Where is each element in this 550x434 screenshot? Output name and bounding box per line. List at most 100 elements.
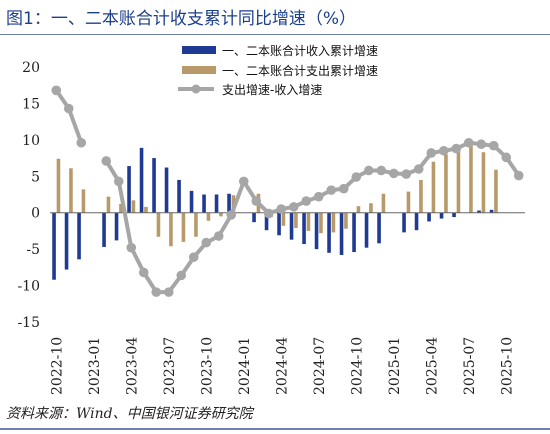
expense-bar [169,212,173,247]
diff-point [151,287,162,297]
x-tick-label: 2023-10 [199,337,215,395]
diff-point [63,103,74,114]
expense-bar [469,144,473,213]
bar-series [52,144,498,280]
income-bar [227,193,231,213]
diff-point [301,196,312,206]
diff-point [201,237,212,248]
expense-bar [119,203,123,213]
source-note: 资料来源：Wind、中国银河证券研究院 [6,406,253,422]
income-bar [302,212,306,245]
y-tick-label: 0 [31,206,40,222]
diff-point [76,137,87,148]
diff-point [476,139,487,150]
income-bar [364,212,369,248]
diff-point [401,169,412,179]
expense-bar [331,212,336,233]
income-bar [327,212,331,253]
diff-point [113,176,124,187]
y-axis: -15 -10 -5 0 5 10 15 20 [17,60,40,331]
diff-point [388,168,399,179]
expense-bar [344,212,348,229]
legend-swatch-income [182,46,216,54]
expense-bar [219,212,223,217]
x-tick-label: 2024-07 [312,337,328,395]
expense-bar [456,144,461,213]
income-bar [314,212,319,250]
y-tick-label: -10 [17,279,40,295]
income-bar [139,147,144,213]
diff-point [451,143,462,154]
diff-point [326,185,337,195]
x-tick-label: 2024-04 [274,337,290,395]
diff-point [163,287,174,297]
expense-bar [56,158,61,213]
y-tick-label: 10 [22,133,40,149]
diff-point [351,172,362,182]
income-bar [64,212,69,270]
diff-point [251,196,262,206]
expense-bar [381,193,386,213]
diff-point [188,252,199,262]
income-bar [202,194,206,213]
expense-bar [106,196,111,213]
income-bar [152,158,156,213]
expense-bar [494,169,498,213]
x-tick-label: 2023-01 [87,337,103,395]
diff-point [51,85,62,96]
x-tick-label: 2025-04 [424,337,440,395]
expense-bar [181,212,186,242]
income-bar [414,212,419,231]
x-tick-label: 2023-04 [124,337,140,395]
diff-point [313,191,324,202]
income-bar [439,212,444,219]
x-axis: 2022-10 2023-01 2023-04 2023-07 2023-10 2024-… [49,337,515,395]
x-tick-label: 2024-01 [237,337,253,395]
y-tick-label: 5 [31,169,40,185]
income-bar [427,212,431,222]
expense-bar [294,212,298,229]
income-bar [214,194,219,213]
expense-bar [419,179,423,213]
expense-bar [406,191,411,213]
income-bar [277,212,281,236]
x-tick-label: 2022-10 [49,337,65,395]
diff-line [104,140,521,295]
income-bar [189,190,194,213]
legend-swatch-expense [182,66,216,74]
y-tick-label: -5 [26,242,40,258]
legend-swatch-diff-marker [191,84,201,94]
diff-point [488,140,499,151]
income-bar [77,212,81,260]
expense-bar [194,212,198,237]
income-bar [289,212,294,240]
legend-label-expense: 一、二本账合计支出累计增速 [222,63,378,78]
diff-point [338,183,349,194]
diff-point [276,204,287,214]
income-bar [264,212,269,231]
y-tick-label: 15 [22,96,40,112]
x-tick-label: 2025-10 [499,337,515,395]
diff-point [176,270,187,281]
income-bar [402,212,406,233]
income-bar [127,166,131,213]
income-bar [177,179,181,213]
expense-bar [81,189,86,213]
diff-point [226,210,237,220]
expense-bar [156,212,161,237]
income-bar [52,212,56,280]
diff-point [513,170,524,181]
expense-bar [444,154,448,213]
legend-label-income: 一、二本账合计收入累计增速 [222,43,378,58]
x-tick-label: 2024-10 [349,337,365,395]
income-bar [114,212,119,241]
income-bar [339,212,344,255]
diff-point [376,165,387,176]
expense-bar [69,168,73,213]
diff-point [438,145,449,156]
bottom-divider [0,428,550,430]
diff-point [101,156,112,166]
income-bar [477,210,481,213]
diff-point [463,137,474,148]
expense-bar [144,206,148,213]
